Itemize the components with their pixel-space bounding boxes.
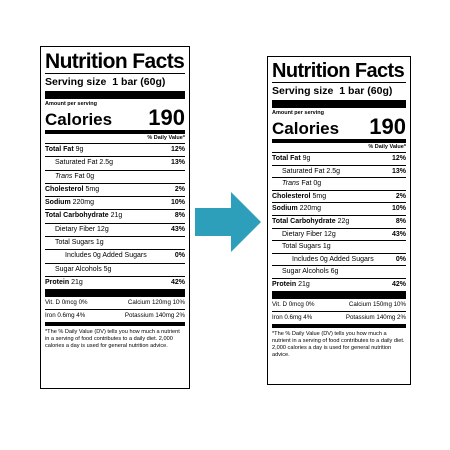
nutrient-row: Total Sugars 1g	[45, 236, 185, 249]
serving-size-label: Serving size	[272, 85, 334, 97]
nutrient-row: Saturated Fat 2.5g 13%	[272, 164, 406, 178]
medium-divider	[272, 139, 406, 143]
nutrient-row: Sugar Alcohols 6g	[272, 265, 406, 278]
vitamin-row: Vit. D 0mcg 0% Calcium 120mg 10%	[45, 299, 185, 307]
nutrient-row: Protein 21g 42%	[272, 277, 406, 291]
nutrient-row: Includes 0g Added Sugars 0%	[45, 249, 185, 262]
nutrition-label-after: Nutrition Facts Serving size 1 bar (60g)…	[267, 56, 411, 385]
calories-label: Calories	[272, 119, 340, 138]
right-arrow-icon	[195, 192, 261, 252]
serving-size-row: Serving size 1 bar (60g)	[272, 83, 406, 100]
nutrient-row: Cholesterol 5mg 2%	[272, 189, 406, 203]
divider	[272, 82, 406, 83]
label-title: Nutrition Facts	[45, 50, 185, 73]
nutrient-row: Total Fat 9g 12%	[272, 152, 406, 165]
medium-divider	[272, 323, 406, 328]
daily-value-header: % Daily Value*	[368, 144, 406, 150]
nutrient-row: Protein 21g 42%	[45, 275, 185, 289]
medium-divider	[45, 130, 185, 134]
vitamin-row: Vit. D 0mcg 0% Calcium 150mg 10%	[272, 300, 406, 308]
vitamin-row: Iron 0.6mg 4% Potassium 140mg 2%	[45, 309, 185, 322]
daily-value-header: % Daily Value*	[147, 135, 185, 141]
nutrient-row: Includes 0g Added Sugars 0%	[272, 252, 406, 266]
nutrient-row: Saturated Fat 2.5g 13%	[45, 156, 185, 169]
serving-size-value: 1 bar (60g)	[112, 76, 166, 88]
calories-value: 190	[369, 114, 406, 139]
nutrient-row: Dietary Fiber 12g 43%	[45, 222, 185, 236]
nutrient-row: Total Carbohydrate 22g 8%	[272, 214, 406, 228]
serving-size-value: 1 bar (60g)	[339, 85, 393, 97]
nutrient-row: Sodium 220mg 10%	[45, 196, 185, 209]
nutrient-row: Total Fat 9g 12%	[45, 143, 185, 156]
footnote: *The % Daily Value (DV) tells you how mu…	[45, 329, 180, 350]
thick-divider	[272, 290, 406, 299]
nutrient-row: Total Carbohydrate 21g 8%	[45, 209, 185, 222]
nutrient-row: Sugar Alcohols 5g	[45, 262, 185, 276]
nutrient-row: Dietary Fiber 12g 43%	[272, 227, 406, 241]
nutrient-row: Cholesterol 5mg 2%	[45, 182, 185, 196]
amount-per-serving: Amount per serving	[45, 101, 97, 107]
nutrition-label-before: Nutrition Facts Serving size 1 bar (60g)…	[40, 46, 190, 389]
calories-value: 190	[148, 105, 185, 130]
nutrient-row: Total Sugars 1g	[272, 240, 406, 253]
serving-size-row: Serving size 1 bar (60g)	[45, 74, 185, 91]
nutrient-row: Trans Fat 0g	[272, 177, 406, 190]
calories-label: Calories	[45, 110, 113, 129]
medium-divider	[45, 322, 185, 327]
nutrient-row: Sodium 220mg 10%	[272, 202, 406, 215]
serving-size-label: Serving size	[45, 76, 107, 88]
thick-divider	[45, 91, 185, 99]
label-title: Nutrition Facts	[272, 60, 405, 82]
amount-per-serving: Amount per serving	[272, 110, 324, 116]
calories-row: Calories 190	[45, 105, 185, 130]
footnote: *The % Daily Value (DV) tells you how mu…	[272, 330, 405, 358]
calories-row: Calories 190	[272, 114, 406, 139]
thick-divider	[272, 100, 406, 108]
thick-divider	[45, 289, 185, 298]
vitamin-row: Iron 0.6mg 4% Potassium 140mg 2%	[272, 310, 406, 324]
nutrient-row: Trans Fat 0g	[45, 169, 185, 183]
divider	[45, 73, 185, 74]
